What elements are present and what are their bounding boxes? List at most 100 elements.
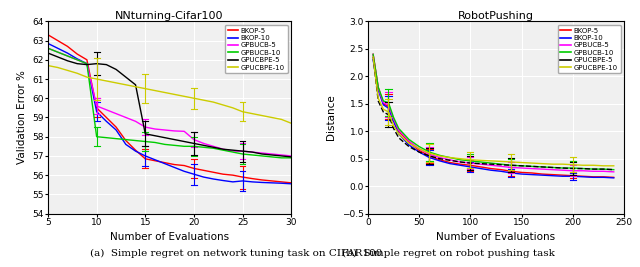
GPBUCB-5 bbox=[229, 150, 237, 153]
Line: GPBUCB-10: GPBUCB-10 bbox=[373, 54, 614, 170]
BKOP-5 bbox=[508, 170, 515, 173]
BKOP-5 bbox=[180, 164, 188, 167]
GPUCBPE-5 bbox=[538, 165, 546, 168]
BKOP-5 bbox=[390, 119, 397, 122]
GPBUCB-5 bbox=[102, 108, 110, 111]
BKOP-5 bbox=[569, 174, 577, 177]
BKOP-10 bbox=[151, 158, 159, 161]
GPUCBPE-5 bbox=[74, 62, 81, 65]
GPBUCB-10 bbox=[112, 137, 120, 140]
BKOP-10 bbox=[426, 156, 433, 159]
GPBUCB-5 bbox=[528, 167, 536, 170]
GPBUCB-10 bbox=[180, 145, 188, 148]
GPUCBPE-5 bbox=[426, 154, 433, 158]
BKOP-10 bbox=[369, 58, 377, 61]
BKOP-10 bbox=[395, 132, 403, 136]
GPBUCB-10 bbox=[44, 47, 52, 50]
BKOP-10 bbox=[112, 128, 120, 132]
GPUCBPE-10 bbox=[161, 91, 168, 94]
GPUCBPE-10 bbox=[508, 160, 515, 164]
BKOP-5 bbox=[132, 148, 140, 152]
BKOP-10 bbox=[268, 181, 276, 184]
BKOP-10 bbox=[229, 180, 237, 183]
BKOP-10 bbox=[220, 179, 227, 182]
GPUCBPE-5 bbox=[229, 148, 237, 152]
GPBUCB-5 bbox=[287, 154, 295, 158]
GPBUCB-10 bbox=[600, 167, 607, 171]
GPUCBPE-10 bbox=[122, 83, 130, 87]
Line: GPBUCB-5: GPBUCB-5 bbox=[48, 48, 291, 156]
GPUCBPE-5 bbox=[122, 76, 130, 79]
BKOP-5 bbox=[538, 172, 546, 176]
BKOP-5 bbox=[74, 52, 81, 56]
BKOP-10 bbox=[467, 165, 474, 168]
GPBUCB-5 bbox=[200, 142, 207, 145]
BKOP-5 bbox=[436, 158, 444, 161]
GPBUCB-10 bbox=[239, 152, 246, 156]
GPUCBPE-10 bbox=[497, 160, 505, 163]
GPUCBPE-5 bbox=[559, 166, 566, 170]
Y-axis label: Validation Error %: Validation Error % bbox=[17, 70, 27, 164]
BKOP-10 bbox=[287, 182, 295, 185]
BKOP-5 bbox=[141, 157, 149, 160]
GPUCBPE-5 bbox=[239, 150, 246, 153]
GPUCBPE-5 bbox=[93, 62, 100, 65]
GPBUCB-5 bbox=[395, 128, 403, 132]
GPBUCB-5 bbox=[278, 153, 285, 156]
GPUCBPE-10 bbox=[44, 64, 52, 67]
Text: (b)  Simple regret on robot pushing task: (b) Simple regret on robot pushing task bbox=[342, 249, 556, 258]
GPBUCB-10 bbox=[456, 158, 464, 161]
GPBUCB-10 bbox=[171, 144, 179, 147]
GPUCBPE-10 bbox=[528, 162, 536, 165]
BKOP-10 bbox=[579, 175, 587, 178]
GPUCBPE-10 bbox=[385, 110, 392, 113]
GPBUCB-10 bbox=[405, 138, 413, 141]
BKOP-10 bbox=[380, 103, 387, 107]
BKOP-5 bbox=[151, 159, 159, 162]
BKOP-5 bbox=[122, 139, 130, 142]
GPUCBPE-10 bbox=[74, 72, 81, 75]
BKOP-10 bbox=[63, 52, 71, 55]
GPBUCB-5 bbox=[209, 145, 217, 148]
BKOP-10 bbox=[54, 47, 61, 50]
GPUCBPE-5 bbox=[132, 83, 140, 87]
BKOP-10 bbox=[258, 181, 266, 184]
Title: NNturning-Cifar100: NNturning-Cifar100 bbox=[115, 11, 224, 21]
GPBUCB-10 bbox=[74, 58, 81, 61]
GPBUCB-5 bbox=[415, 147, 423, 150]
BKOP-5 bbox=[600, 175, 607, 178]
BKOP-10 bbox=[209, 177, 217, 180]
Legend: BKOP-5, BKOP-10, GPBUCB-5, GPBUCB-10, GPUCBPE-5, GPUCBPE-10: BKOP-5, BKOP-10, GPBUCB-5, GPBUCB-10, GP… bbox=[225, 25, 288, 73]
BKOP-10 bbox=[102, 120, 110, 123]
BKOP-5 bbox=[559, 174, 566, 177]
GPBUCB-5 bbox=[369, 53, 377, 56]
BKOP-10 bbox=[200, 175, 207, 179]
BKOP-5 bbox=[229, 174, 237, 177]
GPUCBPE-10 bbox=[538, 162, 546, 165]
BKOP-5 bbox=[278, 180, 285, 183]
BKOP-5 bbox=[374, 86, 382, 89]
GPUCBPE-10 bbox=[487, 159, 495, 163]
GPUCBPE-10 bbox=[54, 66, 61, 69]
GPUCBPE-5 bbox=[569, 167, 577, 170]
GPBUCB-10 bbox=[415, 145, 423, 148]
GPBUCB-5 bbox=[446, 158, 454, 161]
GPBUCB-10 bbox=[369, 53, 377, 56]
GPBUCB-5 bbox=[141, 125, 149, 129]
GPUCBPE-5 bbox=[83, 63, 91, 66]
GPBUCB-10 bbox=[374, 86, 382, 89]
GPBUCB-5 bbox=[508, 166, 515, 169]
BKOP-5 bbox=[54, 39, 61, 42]
GPBUCB-5 bbox=[239, 150, 246, 153]
BKOP-5 bbox=[287, 181, 295, 184]
GPBUCB-5 bbox=[258, 151, 266, 155]
GPUCBPE-10 bbox=[467, 158, 474, 161]
BKOP-5 bbox=[171, 163, 179, 166]
Y-axis label: Distance: Distance bbox=[326, 95, 337, 140]
BKOP-5 bbox=[446, 161, 454, 164]
GPBUCB-10 bbox=[54, 50, 61, 54]
GPBUCB-5 bbox=[151, 127, 159, 131]
GPBUCB-10 bbox=[610, 168, 618, 171]
GPBUCB-10 bbox=[589, 167, 597, 171]
BKOP-5 bbox=[239, 175, 246, 179]
